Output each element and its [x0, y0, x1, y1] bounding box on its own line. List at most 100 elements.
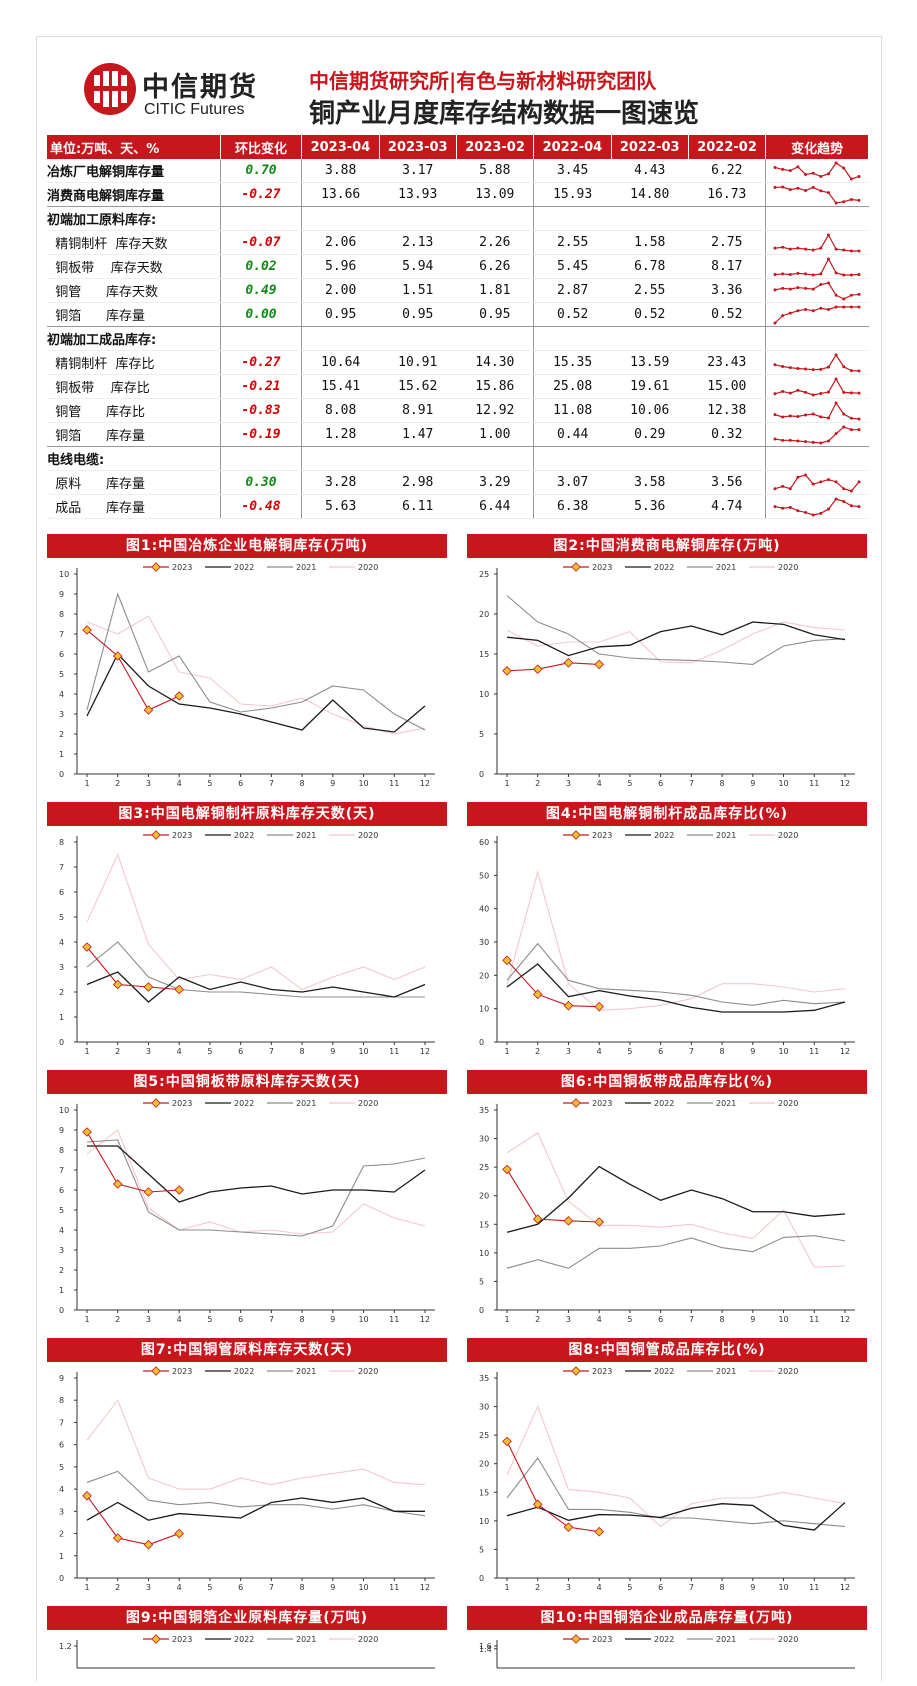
- change-cell: -0.21: [219, 374, 303, 399]
- change-cell: 0.49: [219, 278, 303, 303]
- sparkline-point: [834, 305, 838, 308]
- sparkline-point: [796, 308, 800, 312]
- data-point-2023: [82, 625, 92, 635]
- legend-label: 2020: [358, 1367, 378, 1376]
- legend-label: 2020: [778, 1635, 798, 1644]
- x-tick-label: 10: [358, 1583, 368, 1592]
- sparkline-point: [781, 364, 785, 368]
- sparkline-point: [850, 416, 854, 420]
- value-cell: 6.11: [379, 494, 457, 519]
- value-cell: 14.30: [456, 350, 535, 375]
- x-tick-label: 3: [566, 1047, 571, 1056]
- trend-sparkline: [773, 257, 861, 276]
- trend-cell: [765, 494, 869, 519]
- sparkline-point: [781, 167, 785, 171]
- y-tick-label: 35: [479, 1106, 489, 1115]
- value-cell: [533, 446, 612, 471]
- legend-label: 2020: [358, 1635, 378, 1644]
- x-tick-label: 9: [750, 1315, 755, 1324]
- table-body: 冶炼厂电解铜库存量 0.70 3.88 3.17 5.88 3.45 4.43 6.22 消费商…: [47, 159, 869, 519]
- data-point-2023: [143, 1539, 154, 1550]
- sparkline-point: [812, 171, 816, 175]
- sparkline-point: [789, 187, 793, 191]
- legend-label: 2023: [172, 1367, 192, 1376]
- x-tick-label: 5: [207, 1315, 212, 1324]
- value-cell: 2.13: [379, 230, 457, 255]
- sparkline-point: [812, 513, 816, 516]
- x-tick-label: 1: [504, 1583, 509, 1592]
- trend-cell: [765, 470, 869, 495]
- series-line-2023: [86, 1131, 180, 1193]
- data-point-2023: [594, 1001, 604, 1012]
- legend-marker: [571, 830, 581, 840]
- sparkline-path: [775, 161, 860, 180]
- sparkline-point: [804, 473, 808, 476]
- trend-cell: [765, 182, 869, 207]
- sparkline-point: [850, 305, 854, 308]
- x-tick-label: 4: [177, 1047, 182, 1056]
- legend-marker: [571, 1634, 581, 1644]
- change-cell: -0.07: [219, 230, 303, 255]
- change-cell: -0.83: [219, 398, 303, 423]
- change-cell: 0.30: [219, 470, 303, 495]
- value-cell: 3.29: [456, 470, 535, 495]
- value-cell: [533, 206, 612, 231]
- value-cell: [611, 446, 689, 471]
- sparkline-point: [781, 438, 785, 442]
- table-row: 铜板带 库存比 -0.21 15.41 15.62 15.86 25.08 19.61 15.…: [47, 374, 869, 399]
- x-tick-label: 10: [358, 1047, 368, 1056]
- x-tick-label: 3: [146, 1583, 151, 1592]
- y-tick-label: 1: [59, 1286, 64, 1295]
- sparkline-point: [789, 247, 793, 251]
- value-cell: 13.59: [611, 350, 689, 375]
- legend-marker: [151, 830, 161, 840]
- data-point-2023: [532, 664, 543, 675]
- sparkline-point: [804, 439, 808, 443]
- y-tick-label: 1.6: [479, 1642, 492, 1651]
- sparkline-point: [804, 307, 808, 311]
- chart-panel: 图3:中国电解铜制杆原料库存天数(天) 0 1 2 3 4 5 6 7 8 1 2 3 4 5 6 7 8 9 10 1…: [47, 802, 447, 1060]
- y-tick-label: 3: [59, 963, 64, 972]
- change-cell: -0.27: [219, 182, 303, 207]
- line-chart: 1.41.6 2023 2022 2021 2020: [479, 1634, 855, 1669]
- series-line-2023: [506, 1169, 600, 1223]
- row-label: 原料 库存量: [47, 470, 221, 495]
- sparkline-point: [804, 172, 808, 176]
- value-cell: 2.87: [533, 278, 612, 303]
- data-point-2023: [143, 1187, 154, 1197]
- y-tick-label: 10: [479, 1005, 489, 1014]
- sparkline-point: [850, 368, 854, 372]
- value-cell: 5.96: [301, 254, 380, 279]
- line-chart: 1.2 2023 2022 2021 2020: [59, 1634, 435, 1669]
- value-cell: 3.88: [301, 159, 380, 183]
- data-point-2023: [174, 1528, 184, 1539]
- logo-text-cn: 中信期货: [142, 72, 258, 103]
- value-cell: 15.41: [301, 374, 380, 399]
- x-tick-label: 8: [300, 1315, 305, 1324]
- sparkline-point: [834, 293, 838, 297]
- column-header: 2022-03: [611, 135, 689, 159]
- row-label: 铜板带 库存比: [47, 374, 221, 399]
- y-tick-label: 25: [479, 1431, 489, 1440]
- logo-text-en: CITIC Futures: [144, 101, 245, 118]
- report-title: 铜产业月度库存结构数据一图速览: [309, 99, 700, 129]
- value-cell: 13.09: [456, 182, 535, 207]
- x-tick-label: 3: [566, 1315, 571, 1324]
- series-line-2022: [87, 1145, 426, 1203]
- y-tick-label: 35: [479, 1374, 489, 1383]
- legend-label: 2022: [234, 563, 254, 572]
- x-tick-label: 1: [504, 779, 509, 788]
- x-tick-label: 5: [627, 1047, 632, 1056]
- column-header: 2022-04: [533, 135, 612, 159]
- data-point-2023: [174, 1185, 184, 1195]
- legend-label: 2023: [592, 1635, 612, 1644]
- chart-title: 图2:中国消费商电解铜库存(万吨): [467, 534, 867, 558]
- trend-sparkline: [773, 185, 861, 204]
- legend-marker: [571, 562, 581, 572]
- sparkline-point: [842, 390, 846, 394]
- sparkline-point: [789, 413, 793, 417]
- series-line-2023: [506, 662, 600, 672]
- sparkline-point: [796, 271, 800, 275]
- series-line-2022: [506, 963, 846, 1013]
